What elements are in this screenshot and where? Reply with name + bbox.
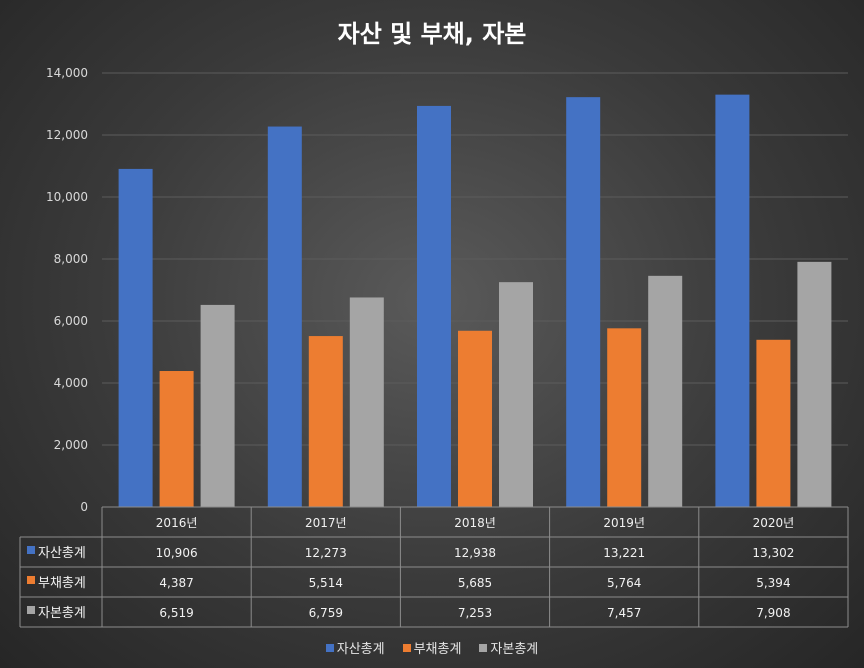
chart-title: 자산 및 부채, 자본	[337, 20, 527, 48]
data-label: 13,221	[603, 546, 645, 560]
data-label: 10,906	[156, 546, 198, 560]
legend-label: 자본총계	[490, 642, 539, 657]
data-label: 12,938	[454, 546, 496, 560]
legend: 자산총계 부채총계 자본총계	[0, 638, 864, 657]
x-tick-label: 2016년	[156, 516, 198, 530]
y-tick-label: 6,000	[54, 314, 88, 328]
legend-item: 자본총계	[479, 638, 538, 657]
data-label: 6,759	[309, 606, 343, 620]
table-series-label: 부채총계	[38, 576, 86, 591]
table-legend-key	[27, 576, 35, 584]
legend-item: 부채총계	[402, 638, 462, 657]
y-tick-label: 12,000	[46, 128, 88, 142]
y-tick-label: 8,000	[54, 252, 88, 266]
data-label: 7,457	[607, 606, 641, 620]
x-tick-label: 2019년	[603, 516, 645, 530]
legend-item: 자산총계	[325, 638, 385, 657]
data-label: 7,908	[756, 606, 790, 620]
data-label: 12,273	[305, 546, 347, 560]
bar	[797, 261, 832, 507]
bar	[648, 275, 683, 507]
legend-swatch	[325, 643, 334, 652]
bar	[756, 339, 791, 507]
bar	[267, 126, 302, 508]
y-tick-label: 0	[80, 500, 88, 514]
bar	[458, 330, 492, 507]
data-label: 7,253	[458, 606, 492, 620]
x-tick-label: 2018년	[454, 516, 496, 530]
y-tick-label: 14,000	[46, 66, 88, 80]
data-label: 4,387	[159, 576, 193, 590]
data-label: 13,302	[752, 546, 794, 560]
table-series-label: 자본총계	[38, 606, 86, 621]
bar	[566, 97, 601, 508]
bar	[607, 328, 642, 507]
legend-swatch	[479, 643, 488, 652]
data-label: 5,685	[458, 576, 492, 590]
y-tick-label: 2,000	[54, 438, 88, 452]
data-label: 6,519	[159, 606, 193, 620]
bar	[417, 105, 451, 507]
bar	[159, 371, 194, 507]
table-series-label: 자산총계	[38, 546, 86, 561]
bar	[200, 304, 235, 507]
legend-label: 부채총계	[413, 642, 462, 657]
legend-label: 자산총계	[336, 642, 385, 657]
bar	[499, 282, 533, 507]
data-label: 5,764	[607, 576, 641, 590]
table-legend-key	[27, 606, 35, 614]
data-label: 5,394	[756, 576, 790, 590]
table-legend-key	[27, 546, 35, 554]
bar	[308, 336, 343, 507]
legend-swatch	[402, 643, 411, 652]
bar	[349, 297, 384, 507]
bar	[118, 168, 153, 507]
data-label: 5,514	[309, 576, 343, 590]
x-tick-label: 2017년	[305, 516, 347, 530]
bar	[715, 94, 750, 507]
y-tick-label: 10,000	[46, 190, 88, 204]
x-tick-label: 2020년	[753, 516, 795, 530]
y-tick-label: 4,000	[54, 376, 88, 390]
